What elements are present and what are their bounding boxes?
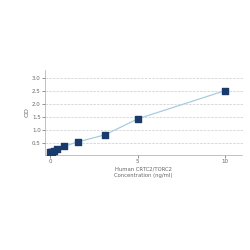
Point bbox=[55, 147, 59, 151]
Point bbox=[103, 133, 107, 137]
Point bbox=[223, 89, 227, 93]
Y-axis label: OD: OD bbox=[24, 108, 29, 118]
Point bbox=[49, 150, 53, 154]
Point bbox=[50, 150, 54, 154]
Point bbox=[52, 149, 56, 153]
Point bbox=[76, 140, 80, 144]
Point bbox=[62, 144, 66, 148]
Point bbox=[48, 150, 52, 154]
Point bbox=[136, 117, 140, 121]
X-axis label: Human CRTC2/TORC2
Concentration (ng/ml): Human CRTC2/TORC2 Concentration (ng/ml) bbox=[114, 167, 173, 178]
